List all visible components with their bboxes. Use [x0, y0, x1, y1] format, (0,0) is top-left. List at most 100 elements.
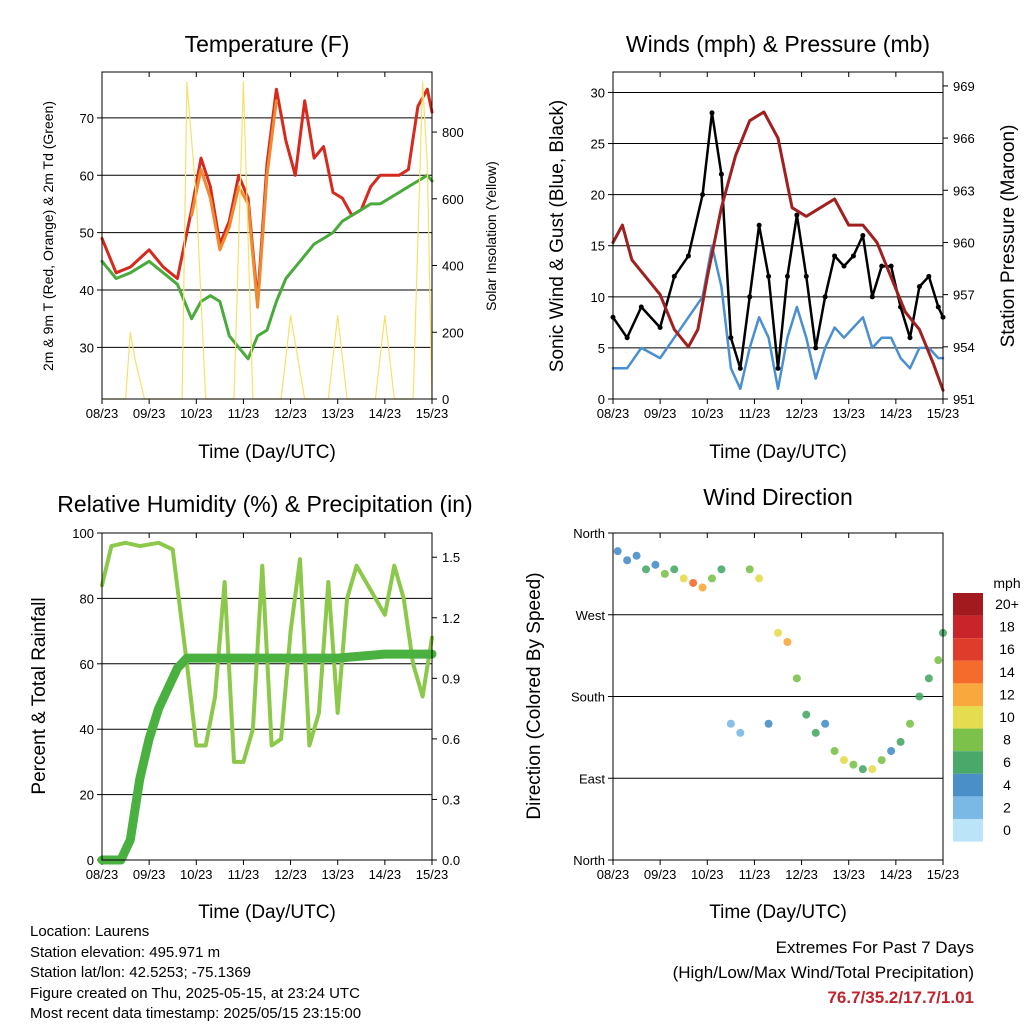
winds-gust-point: [907, 335, 913, 341]
winds-gust-point: [657, 324, 663, 330]
direction-point: [877, 756, 886, 765]
winds-gust-point: [700, 192, 706, 198]
winds-gust-point: [832, 253, 838, 259]
winds-gust-point: [879, 263, 885, 269]
humidity-y2-tick-label: 0.9: [442, 671, 460, 686]
direction-point: [689, 578, 698, 587]
humidity-y-tick-label: 60: [80, 657, 94, 672]
humidity-plot: 0 20 40 60 80 100 0.0 0.3 0.6 0.9 1.2 1.5 08/23 09/23…: [72, 526, 460, 882]
humidity-y-tick-label: 100: [72, 526, 94, 541]
winds-gust-point: [766, 273, 772, 279]
recent-text: Most recent data timestamp: 2025/05/15 2…: [30, 1005, 362, 1022]
temperature-ylabel-left: 2m & 9m T (Red, Orange) & 2m Td (Green): [40, 101, 56, 371]
direction-x-tick-label: 13/23: [832, 867, 865, 882]
winds-gust-point: [747, 294, 753, 300]
legend-label: 2: [1003, 799, 1011, 815]
temperature-x-tick-label: 10/23: [180, 406, 213, 421]
legend-label: 6: [1003, 754, 1011, 770]
legend-label: 14: [999, 664, 1015, 680]
humidity-y-tick-label: 0: [87, 853, 94, 868]
direction-point: [642, 565, 650, 574]
winds-y2-tick-label: 960: [953, 235, 975, 250]
winds-y-tick-label: 20: [591, 188, 605, 203]
direction-point: [811, 728, 820, 737]
direction-point: [840, 756, 848, 765]
temperature-plot: 30 40 50 60 70 0 200 400 600 800 08/23 09/23 10/23 11…: [80, 71, 464, 421]
winds-ylabel-right: Station Pressure (Maroon): [998, 125, 1019, 348]
winds-gust-point: [822, 294, 828, 300]
winds-gust-point: [756, 222, 762, 228]
winds-ylabel-left: Sonic Wind & Gust (Blue, Black): [547, 100, 568, 372]
winds-gust-point: [775, 365, 781, 371]
winds-y-tick-label: 10: [591, 290, 605, 305]
direction-y-tick-label: East: [579, 771, 605, 786]
legend-label: 8: [1003, 732, 1011, 748]
direction-point: [915, 692, 924, 701]
winds-gust-point: [624, 335, 630, 341]
temperature-frame: [101, 71, 433, 400]
winds-gust-point: [671, 273, 677, 279]
direction-point: [632, 551, 641, 560]
humidity-y-tick-label: 20: [80, 788, 94, 803]
winds-gust-point: [841, 263, 847, 269]
legend-label: 0: [1003, 822, 1011, 838]
winds-x-tick-label: 15/23: [927, 406, 960, 421]
direction-x-tick-label: 12/23: [785, 867, 818, 882]
humidity-x-tick-label: 08/23: [86, 867, 119, 882]
winds-y-tick-label: 5: [598, 341, 605, 356]
legend-swatch: [953, 660, 983, 684]
winds-series-station-pressure: [611, 110, 945, 392]
direction-point: [792, 674, 801, 683]
temperature-y-tick-label: 70: [80, 111, 94, 126]
temperature-y-tick-label: 40: [80, 283, 94, 298]
direction-point: [830, 747, 839, 755]
legend-swatch: [953, 819, 983, 842]
winds-y2-tick-label: 969: [953, 79, 975, 94]
direction-xlabel: Time (Day/UTC): [709, 902, 847, 923]
temperature-series-9m-t: [190, 99, 278, 309]
winds-series-sonic-wind: [611, 244, 945, 391]
winds-gust-point: [737, 365, 743, 371]
humidity-x-tick-label: 15/23: [416, 867, 449, 882]
extremes-block: Extremes For Past 7 Days (High/Low/Max W…: [673, 935, 974, 1010]
winds-y2-tick-label: 966: [953, 131, 975, 146]
latlon-text: Station lat/lon: 42.5253; -75.1369: [30, 964, 252, 981]
direction-point: [623, 556, 632, 565]
legend-label: 4: [1003, 777, 1011, 793]
winds-gust-point: [926, 273, 932, 279]
winds-gust-point: [935, 304, 941, 310]
temperature-y2-tick-label: 200: [442, 325, 464, 340]
legend-swatch: [953, 593, 983, 616]
direction-x-tick-label: 09/23: [644, 867, 677, 882]
legend-label: 18: [999, 619, 1015, 635]
temperature-y-tick-label: 30: [80, 340, 94, 355]
direction-x-tick-label: 14/23: [880, 867, 913, 882]
humidity-x-tick-label: 14/23: [369, 867, 402, 882]
humidity-y-tick-label: 40: [80, 722, 94, 737]
direction-point: [858, 765, 867, 774]
created-text: Figure created on Thu, 2025-05-15, at 23…: [30, 984, 360, 1002]
extremes-subtitle: (High/Low/Max Wind/Total Precipitation): [672, 963, 974, 982]
temperature-y2-tick-label: 600: [442, 192, 464, 207]
direction-point: [906, 719, 914, 728]
temperature-series-2m-td: [100, 173, 434, 361]
humidity-y2-tick-label: 1.5: [442, 550, 460, 565]
winds-y2-tick-label: 957: [953, 288, 975, 303]
humidity-x-tick-label: 10/23: [180, 867, 213, 882]
winds-gust-point: [638, 304, 644, 310]
humidity-y2-tick-label: 0.3: [442, 792, 460, 807]
winds-x-tick-label: 14/23: [880, 406, 913, 421]
legend-swatch: [953, 728, 983, 752]
location-text: Location: Laurens: [30, 923, 150, 940]
legend-swatch: [953, 796, 983, 819]
temperature-title: Temperature (F): [185, 31, 350, 57]
humidity-y2-tick-label: 0.0: [442, 853, 460, 868]
extremes-title: Extremes For Past 7 Days: [775, 938, 974, 957]
humidity-x-tick-label: 13/23: [321, 867, 354, 882]
direction-point: [764, 719, 773, 728]
winds-gust-point: [794, 212, 800, 218]
winds-x-tick-label: 13/23: [832, 406, 865, 421]
direction-point: [849, 760, 858, 769]
legend-label: 16: [999, 641, 1015, 657]
